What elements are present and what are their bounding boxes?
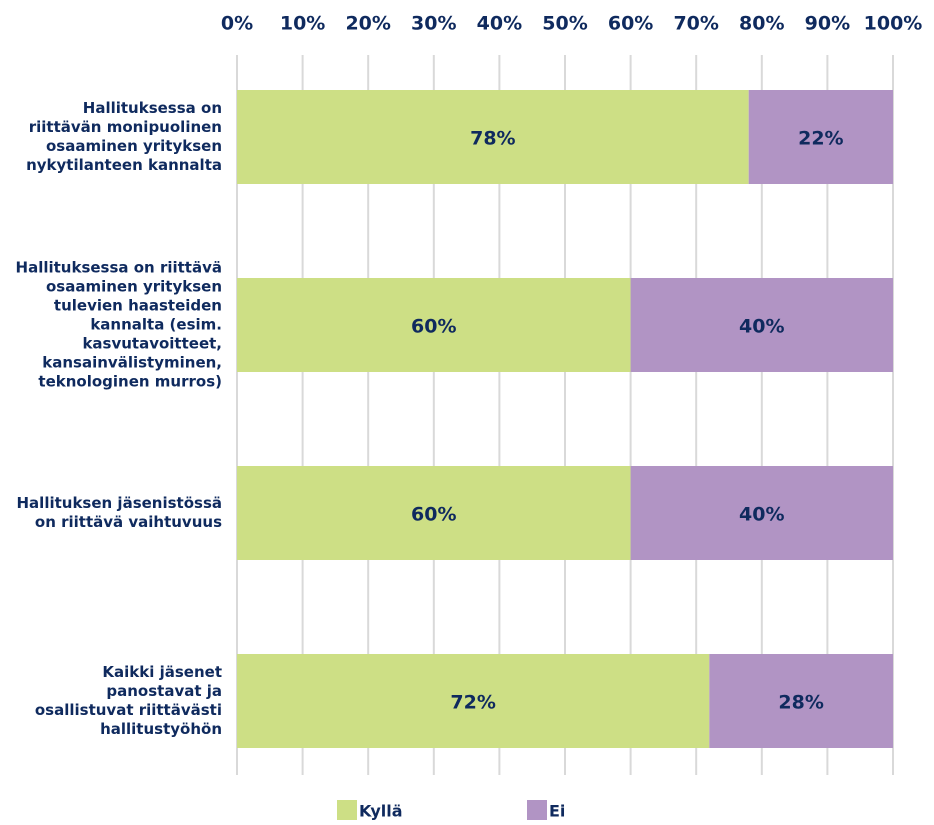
value-label: 28% [778,692,823,714]
category-label: Hallituksessa on riittävä osaaminen yrit… [15,258,222,391]
x-tick-label: 50% [542,13,587,35]
category-label: Hallituksen jäsenistössä on riittävä vai… [16,494,223,531]
bar-segment [748,90,893,184]
legend-swatch [337,800,357,820]
value-label: 22% [798,128,843,150]
category-label: Kaikki jäsenet panostavat ja osallistuva… [34,663,222,738]
bar-segment [709,654,893,748]
x-tick-label: 70% [673,13,718,35]
legend-swatch [527,800,547,820]
value-label: 78% [470,128,515,150]
x-tick-label: 40% [477,13,522,35]
bar-segment [237,90,749,184]
x-tick-label: 20% [345,13,390,35]
value-label: 40% [739,504,784,526]
category-label: Hallituksessa on riittävän monipuolinen … [26,99,222,174]
bar-segment [237,466,631,560]
value-label: 60% [411,504,456,526]
value-label: 60% [411,316,456,338]
x-tick-label: 0% [221,13,253,35]
bar-segment [630,278,893,372]
x-tick-label: 100% [864,13,923,35]
x-tick-label: 30% [411,13,456,35]
legend-label: Kyllä [359,802,403,821]
bar-segment [237,278,631,372]
bar-segment [237,654,710,748]
x-tick-label: 10% [280,13,325,35]
bar-segment [630,466,893,560]
value-label: 72% [450,692,495,714]
value-label: 40% [739,316,784,338]
legend-label: Ei [549,802,565,821]
x-tick-label: 60% [608,13,653,35]
x-tick-label: 80% [739,13,784,35]
x-tick-label: 90% [805,13,850,35]
